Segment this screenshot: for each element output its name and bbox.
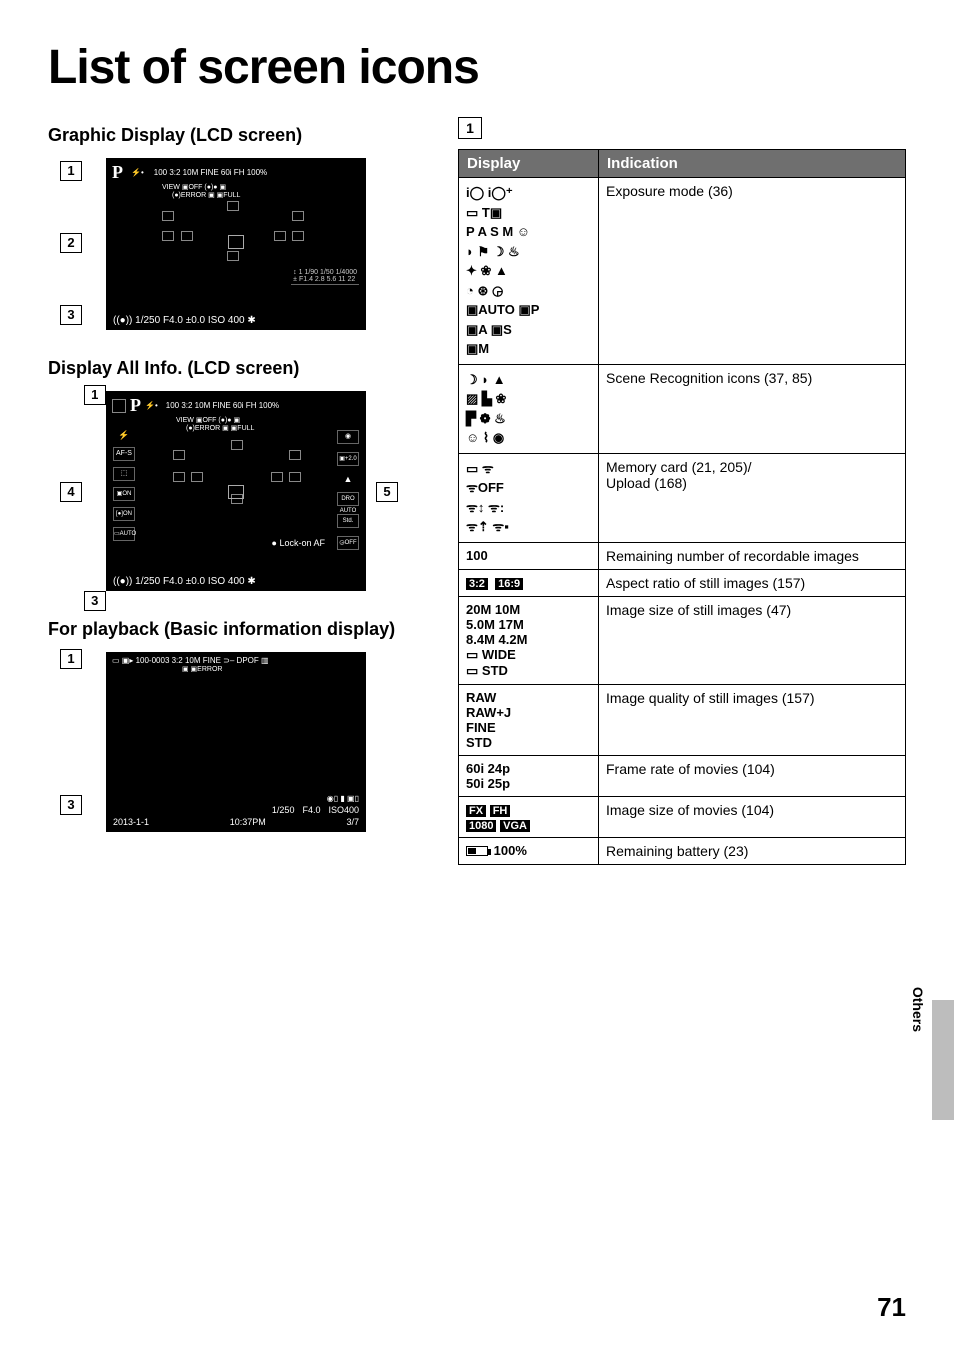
table-row: 3:2 16:9 Aspect ratio of still images (1… (459, 569, 906, 596)
pb-time: 10:37PM (230, 817, 266, 827)
pb-date: 2013-1-1 (113, 817, 149, 827)
content-area: Graphic Display (LCD screen) 1 2 3 P ⚡• (48, 117, 906, 865)
row-3-indication: Remaining number of recordable images (599, 542, 906, 569)
row-9-display: 100% (459, 837, 599, 864)
callout-3b: 3 (84, 591, 106, 611)
row-5-indication: Image size of still images (47) (599, 596, 906, 684)
callout-4: 4 (60, 482, 82, 502)
row-5-display: 20M 10M 5.0M 17M 8.4M 4.2M ▭ WIDE ▭ STD (459, 596, 599, 684)
row-2-display: ▭ ᯤ ᯤOFF ᯤ↕ ᯤ: ᯤ⇡ ᯤ▪ (459, 453, 599, 542)
callout-1c: 1 (60, 649, 82, 669)
row-6-display: RAW RAW+J FINE STD (459, 684, 599, 755)
callout-3c: 3 (60, 795, 82, 815)
top-info-2: 100 3:2 10M FINE 60i FH 100% (166, 401, 279, 411)
table-row: FX FH1080 VGA Image size of movies (104) (459, 796, 906, 837)
pb-count: 3/7 (346, 817, 359, 827)
page-title: List of screen icons (48, 40, 906, 95)
pb-shutter: 1/250 (272, 805, 295, 815)
callout-1b: 1 (84, 385, 106, 405)
row-8-indication: Image size of movies (104) (599, 796, 906, 837)
allinfo-heading: Display All Info. (LCD screen) (48, 358, 438, 379)
col-indication: Indication (599, 150, 906, 178)
lockon-label: ● Lock-on AF (272, 538, 325, 548)
table-row: 100 Remaining number of recordable image… (459, 542, 906, 569)
top-info: 100 3:2 10M FINE 60i FH 100% (154, 168, 267, 178)
table-row: i◯ i◯⁺ ▭ T▣ P A S M ☺ ◗ ⚑ ☽ ♨ ✦ ❀ ▲ ◔ ⊛ … (459, 178, 906, 365)
table-row: 20M 10M 5.0M 17M 8.4M 4.2M ▭ WIDE ▭ STD … (459, 596, 906, 684)
table-row: ▭ ᯤ ᯤOFF ᯤ↕ ᯤ: ᯤ⇡ ᯤ▪ Memory card (21, 20… (459, 453, 906, 542)
mode-indicator-2: P (130, 395, 141, 417)
callout-2: 2 (60, 233, 82, 253)
callout-5: 5 (376, 482, 398, 502)
page-number: 71 (877, 1292, 906, 1323)
pb-top-info: 100-0003 3:2 10M FINE ⊃– DPOF (136, 656, 259, 665)
left-column: Graphic Display (LCD screen) 1 2 3 P ⚡• (48, 117, 438, 865)
table-row: 100% Remaining battery (23) (459, 837, 906, 864)
row-3-display: 100 (459, 542, 599, 569)
playback-lcd-screen: ▭ ▣▸ 100-0003 3:2 10M FINE ⊃– DPOF ▥ ▣ ▣… (106, 652, 366, 832)
graphic-lcd-screen: P ⚡• 100 3:2 10M FINE 60i FH 100% VIEW ▣… (106, 158, 366, 330)
right-column: 1 Display Indication i◯ i◯⁺ ▭ T▣ P A S M… (458, 117, 906, 865)
table-row: RAW RAW+J FINE STD Image quality of stil… (459, 684, 906, 755)
playback-heading: For playback (Basic information display) (48, 619, 438, 640)
side-tab-label: Others (910, 987, 926, 1032)
allinfo-bottom-bar: ((●)) 1/250 F4.0 ±0.0 ISO 400 ✱ (107, 572, 365, 590)
row-8-display: FX FH1080 VGA (459, 796, 599, 837)
playback-lcd-group: 1 3 ▭ ▣▸ 100-0003 3:2 10M FINE ⊃– DPOF ▥… (48, 652, 438, 832)
row-2-indication: Memory card (21, 205)/ Upload (168) (599, 453, 906, 542)
row-7-indication: Frame rate of movies (104) (599, 755, 906, 796)
table-row: 60i 24p 50i 25p Frame rate of movies (10… (459, 755, 906, 796)
section-number-box: 1 (458, 117, 482, 139)
pb-aperture: F4.0 (302, 805, 320, 815)
table-row: ☽ ◗ ▲ ▨ ▙ ❀ ▛ ❁ ♨ ☺ ⌇ ◉ Scene Recognitio… (459, 364, 906, 453)
side-tab (932, 1000, 954, 1120)
row-7-display: 60i 24p 50i 25p (459, 755, 599, 796)
row-9-indication: Remaining battery (23) (599, 837, 906, 864)
aperture-scale: F1.4 2.8 5.6 11 22 (299, 276, 355, 283)
callout-1: 1 (60, 161, 82, 181)
row-4-display: 3:2 16:9 (459, 569, 599, 596)
row-4-indication: Aspect ratio of still images (157) (599, 569, 906, 596)
icon-table: Display Indication i◯ i◯⁺ ▭ T▣ P A S M ☺… (458, 149, 906, 865)
row-0-display: i◯ i◯⁺ ▭ T▣ P A S M ☺ ◗ ⚑ ☽ ♨ ✦ ❀ ▲ ◔ ⊛ … (459, 178, 599, 365)
row-1-indication: Scene Recognition icons (37, 85) (599, 364, 906, 453)
row-6-indication: Image quality of still images (157) (599, 684, 906, 755)
mode-indicator: P (112, 162, 123, 184)
allinfo-lcd-screen: P ⚡• 100 3:2 10M FINE 60i FH 100% VIEW ▣… (106, 391, 366, 591)
row-1-display: ☽ ◗ ▲ ▨ ▙ ❀ ▛ ❁ ♨ ☺ ⌇ ◉ (459, 364, 599, 453)
graphic-lcd-group: 1 2 3 P ⚡• 100 3:2 10M FINE 60i FH 100% (48, 158, 438, 330)
pb-iso: ISO400 (328, 805, 359, 815)
shutter-scale: 1 1/90 1/50 1/4000 (299, 269, 357, 276)
allinfo-lcd-group: 1 4 5 3 P ⚡• 1 (48, 391, 438, 591)
graphic-display-heading: Graphic Display (LCD screen) (48, 125, 438, 146)
graphic-bottom-bar: ((●)) 1/250 F4.0 ±0.0 ISO 400 ✱ (107, 311, 365, 329)
col-display: Display (459, 150, 599, 178)
row-0-indication: Exposure mode (36) (599, 178, 906, 365)
callout-3: 3 (60, 305, 82, 325)
